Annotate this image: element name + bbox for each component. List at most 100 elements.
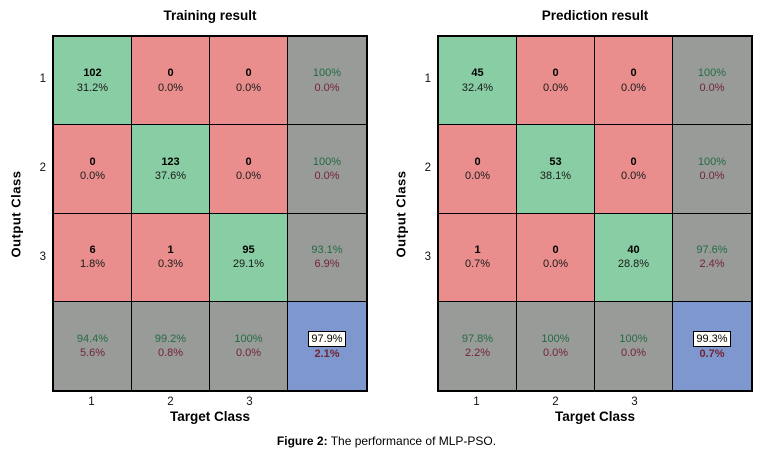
training-y-axis-label: Output Class: [8, 170, 23, 257]
cell-percentage: 0.0%: [235, 169, 262, 182]
row-summary-bad-percentage: 6.9%: [314, 258, 340, 271]
x-tick-label-2: 2: [552, 396, 559, 408]
cell-percentage: 38.1%: [539, 169, 572, 182]
y-tick-label-3: 3: [39, 251, 46, 264]
row-summary-cell-r3: 93.1% 6.9%: [288, 213, 366, 302]
training-confusion-matrix: 102 31.2% 0 0.0% 0 0.0% 100% 0.0% 0 0.0% 123 37.6% 0…: [52, 35, 368, 392]
cell-percentage: 0.7%: [464, 258, 491, 271]
prediction-confusion-matrix: 45 32.4% 0 0.0% 0 0.0% 100% 0.0% 0 0.0% 53 38.1% 0 0.…: [437, 35, 753, 392]
figure-caption-text: The performance of MLP-PSO.: [327, 434, 497, 448]
incorrect-cell-r2c3: 0 0.0%: [595, 125, 673, 214]
col-summary-cell-c2: 99.2% 0.8%: [132, 301, 210, 390]
row-summary-cell-r2: 100% 0.0%: [673, 125, 751, 214]
x-tick-label-1: 1: [473, 396, 480, 408]
prediction-x-axis-label: Target Class: [554, 409, 636, 424]
col-summary-cell-c2: 100% 0.0%: [517, 301, 595, 390]
incorrect-cell-r1c3: 0 0.0%: [210, 37, 288, 126]
cell-count: 95: [242, 243, 255, 256]
x-tick-label-1: 1: [88, 396, 95, 408]
correct-cell-r3c3: 40 28.8%: [595, 213, 673, 302]
row-summary-good-percentage: 100%: [312, 67, 342, 80]
training-x-axis-label: Target Class: [169, 409, 251, 424]
incorrect-cell-r1c2: 0 0.0%: [517, 37, 595, 126]
cell-percentage: 29.1%: [232, 258, 265, 271]
total-accuracy-cell: 99.3% 0.7%: [673, 301, 751, 390]
cell-count: 0: [552, 67, 559, 80]
cell-count: 0: [167, 67, 174, 80]
incorrect-cell-r3c1: 1 0.7%: [439, 213, 517, 302]
col-summary-good-percentage: 97.8%: [461, 332, 494, 345]
col-summary-bad-percentage: 0.0%: [235, 346, 262, 359]
cell-percentage: 32.4%: [461, 81, 494, 94]
y-tick-label-3: 3: [424, 251, 431, 264]
row-summary-cell-r3: 97.6% 2.4%: [673, 213, 751, 302]
incorrect-cell-r2c3: 0 0.0%: [210, 125, 288, 214]
cell-percentage: 0.3%: [157, 258, 184, 271]
y-tick-label-1: 1: [39, 72, 46, 85]
row-summary-cell-r2: 100% 0.0%: [288, 125, 366, 214]
cell-percentage: 0.0%: [464, 169, 491, 182]
col-summary-bad-percentage: 0.0%: [542, 346, 569, 359]
total-accuracy-cell: 97.9% 2.1%: [288, 301, 366, 390]
row-summary-bad-percentage: 0.0%: [699, 81, 725, 94]
correct-cell-r1c1: 45 32.4%: [439, 37, 517, 126]
correct-cell-r2c2: 53 38.1%: [517, 125, 595, 214]
correct-cell-r1c1: 102 31.2%: [54, 37, 132, 126]
cell-percentage: 0.0%: [620, 169, 647, 182]
col-summary-bad-percentage: 0.8%: [157, 346, 184, 359]
cell-count: 0: [474, 155, 481, 168]
figure-caption-label: Figure 2:: [276, 434, 328, 448]
cell-count: 45: [471, 67, 484, 80]
row-summary-bad-percentage: 0.0%: [314, 169, 340, 182]
correct-cell-r3c3: 95 29.1%: [210, 213, 288, 302]
cell-percentage: 0.0%: [542, 258, 569, 271]
row-summary-good-percentage: 93.1%: [311, 243, 343, 256]
training-panel-title: Training result: [163, 8, 257, 23]
row-summary-bad-percentage: 2.4%: [699, 258, 725, 271]
figure-caption: Figure 2: The performance of MLP-PSO.: [0, 434, 773, 448]
col-summary-good-percentage: 94.4%: [76, 332, 109, 345]
cell-count: 1: [474, 243, 481, 256]
cell-percentage: 0.0%: [79, 169, 106, 182]
cell-count: 0: [89, 155, 96, 168]
cell-count: 123: [161, 155, 180, 168]
incorrect-cell-r2c1: 0 0.0%: [54, 125, 132, 214]
x-tick-label-3: 3: [631, 396, 638, 408]
y-tick-label-1: 1: [424, 72, 431, 85]
cell-count: 40: [627, 243, 640, 256]
cell-count: 53: [549, 155, 562, 168]
incorrect-cell-r3c2: 1 0.3%: [132, 213, 210, 302]
col-summary-good-percentage: 100%: [619, 332, 648, 345]
col-summary-bad-percentage: 0.0%: [620, 346, 647, 359]
cell-count: 0: [630, 67, 637, 80]
col-summary-bad-percentage: 2.2%: [464, 346, 491, 359]
correct-cell-r2c2: 123 37.6%: [132, 125, 210, 214]
cell-percentage: 0.0%: [157, 81, 184, 94]
cell-percentage: 0.0%: [235, 81, 262, 94]
cell-count: 1: [167, 243, 174, 256]
cell-count: 0: [245, 155, 252, 168]
prediction-y-axis-label: Output Class: [393, 170, 408, 257]
cell-count: 0: [552, 243, 559, 256]
row-summary-bad-percentage: 0.0%: [314, 81, 340, 94]
cell-percentage: 37.6%: [154, 169, 187, 182]
incorrect-cell-r3c2: 0 0.0%: [517, 213, 595, 302]
x-tick-label-2: 2: [167, 396, 174, 408]
col-summary-good-percentage: 99.2%: [154, 332, 187, 345]
x-tick-label-3: 3: [246, 396, 253, 408]
row-summary-bad-percentage: 0.0%: [699, 169, 725, 182]
cell-percentage: 28.8%: [617, 258, 650, 271]
col-summary-cell-c1: 94.4% 5.6%: [54, 301, 132, 390]
cell-count: 102: [83, 67, 102, 80]
cell-count: 0: [630, 155, 637, 168]
row-summary-good-percentage: 100%: [697, 67, 727, 80]
row-summary-good-percentage: 100%: [697, 155, 727, 168]
incorrect-cell-r1c2: 0 0.0%: [132, 37, 210, 126]
col-summary-good-percentage: 100%: [541, 332, 570, 345]
cell-percentage: 0.0%: [620, 81, 647, 94]
cell-percentage: 31.2%: [76, 81, 109, 94]
row-summary-cell-r1: 100% 0.0%: [288, 37, 366, 126]
total-accuracy-percentage: 97.9%: [308, 330, 346, 347]
col-summary-cell-c3: 100% 0.0%: [210, 301, 288, 390]
total-error-percentage: 0.7%: [699, 347, 725, 360]
